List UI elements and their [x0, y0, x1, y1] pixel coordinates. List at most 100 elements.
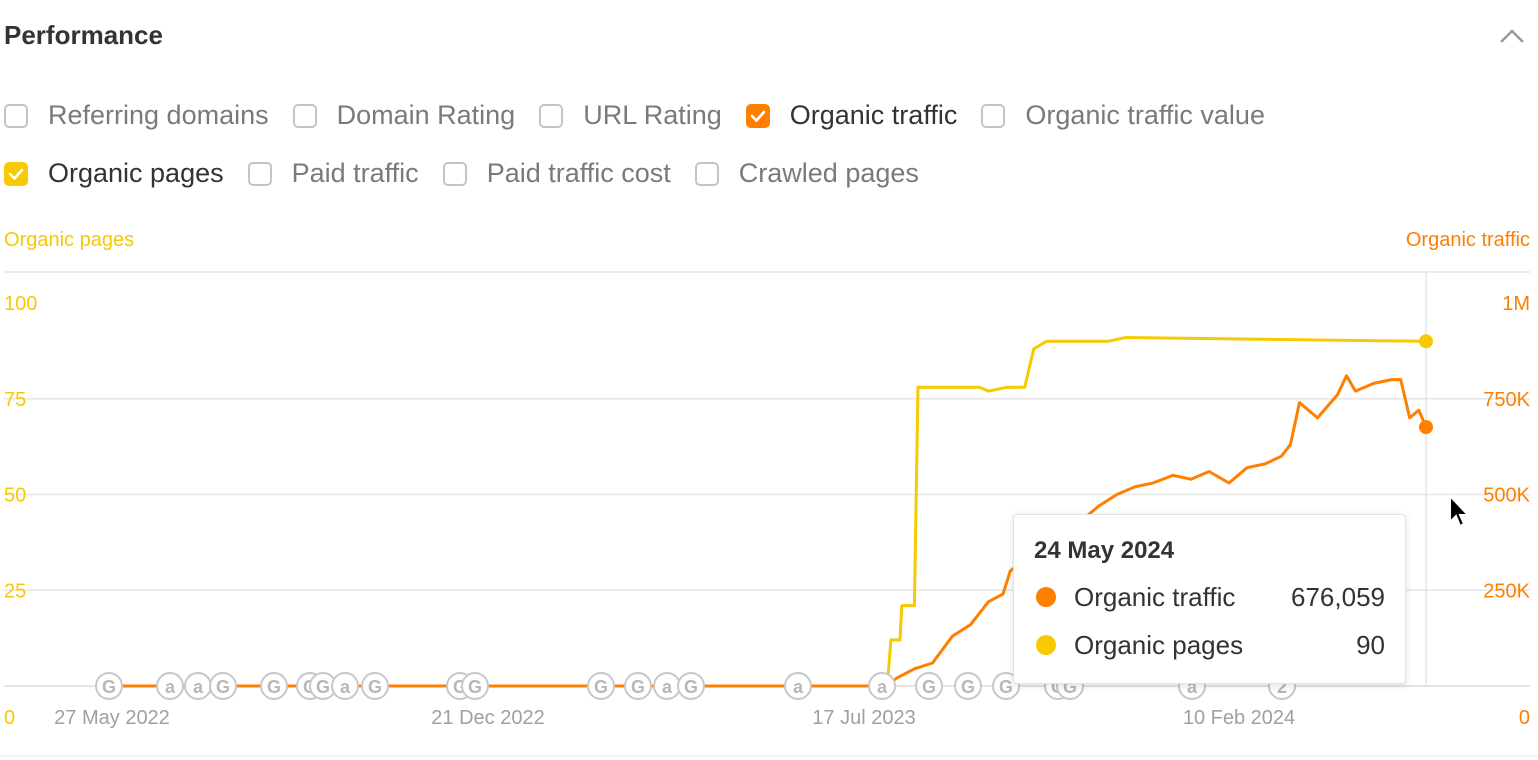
checkbox-label: Crawled pages — [738, 158, 919, 188]
event-marker-circle — [587, 672, 615, 700]
event-marker-label: G — [102, 677, 116, 697]
mouse-cursor-icon — [1449, 494, 1470, 528]
checkbox-url-rating[interactable]: URL Rating — [539, 100, 722, 131]
tooltip-row-organic-traffic: Organic traffic 676,059 — [1036, 582, 1385, 612]
checkbox-box[interactable] — [292, 103, 317, 128]
series-line-organic-traffic — [110, 374, 1428, 688]
left-tick-label: 50 — [4, 485, 26, 507]
event-marker-label: G — [961, 677, 975, 697]
right-axis-label: Organic traffic — [1406, 229, 1530, 251]
x-tick-label: 17 Jul 2023 — [812, 707, 915, 729]
checkbox-organic-traffic[interactable]: Organic traffic — [745, 100, 958, 131]
event-marker-circle — [677, 672, 705, 700]
event-marker[interactable]: G — [992, 672, 1020, 700]
event-marker-label: G — [368, 677, 382, 697]
event-marker-label: a — [340, 677, 351, 697]
left-tick-label: 75 — [4, 389, 26, 411]
checkbox-label: Paid traffic cost — [486, 158, 671, 188]
checkbox-box[interactable] — [981, 103, 1006, 128]
checkbox-paid-traffic-cost[interactable]: Paid traffic cost — [442, 158, 671, 189]
chevron-up-icon[interactable] — [1498, 22, 1526, 50]
checkbox-label: Domain Rating — [336, 100, 516, 130]
metric-checkboxes-row-2: Organic pages Paid traffic Paid traffic co… — [4, 158, 943, 189]
right-tick-label: 500K — [1483, 485, 1530, 507]
event-marker[interactable]: G — [461, 672, 489, 700]
checkbox-crawled-pages[interactable]: Crawled pages — [694, 158, 919, 189]
event-marker[interactable]: G — [361, 672, 389, 700]
right-tick-label: 250K — [1483, 580, 1530, 602]
left-tick-label: 0 — [4, 707, 15, 729]
event-marker[interactable]: a — [184, 672, 212, 700]
pages-dot — [1036, 635, 1056, 655]
event-marker-label: G — [999, 677, 1013, 697]
event-marker[interactable]: G — [587, 672, 615, 700]
series-endpoint-organic-pages[interactable] — [1419, 334, 1433, 349]
checkbox-box[interactable] — [4, 103, 28, 128]
event-marker-label: G — [316, 677, 330, 697]
x-tick-label: 27 May 2022 — [54, 707, 170, 729]
checkbox-organic-pages[interactable]: Organic pages — [4, 158, 224, 189]
checkbox-box[interactable] — [442, 161, 467, 186]
right-tick-label: 1M — [1502, 293, 1530, 315]
event-marker-label: a — [165, 677, 176, 697]
event-marker-circle — [992, 672, 1020, 700]
event-marker[interactable]: G — [260, 672, 288, 700]
event-marker-circle — [209, 672, 237, 700]
checkbox-box[interactable] — [694, 161, 719, 186]
checkbox-label: Organic traffic — [789, 100, 958, 130]
checkbox-label: Organic pages — [48, 158, 224, 188]
checkbox-label: Referring domains — [48, 100, 269, 130]
checkbox-box[interactable] — [247, 161, 272, 186]
checkmark-icon[interactable] — [4, 161, 28, 186]
series-endpoint-organic-traffic[interactable] — [1419, 420, 1433, 435]
event-marker[interactable]: a — [653, 672, 681, 700]
event-marker-label: G — [684, 677, 698, 697]
event-marker-label: a — [662, 677, 673, 697]
event-marker[interactable]: G — [677, 672, 705, 700]
event-marker[interactable]: G — [915, 672, 943, 700]
page-title: Performance — [4, 20, 163, 50]
event-marker-circle — [915, 672, 943, 700]
right-tick-label: 750K — [1483, 389, 1530, 411]
tooltip-name: Organic pages — [1074, 629, 1244, 660]
event-marker[interactable]: a — [156, 672, 184, 700]
event-marker-circle — [868, 672, 896, 700]
event-marker-label: 2 — [1277, 677, 1287, 697]
event-marker[interactable]: a — [331, 672, 359, 700]
checkbox-label: Organic traffic value — [1025, 100, 1265, 130]
x-tick-label: 10 Feb 2024 — [1183, 707, 1295, 729]
tooltip-value: 90 — [1356, 629, 1385, 660]
event-marker[interactable]: a — [784, 672, 812, 700]
tooltip-date: 24 May 2024 — [1034, 537, 1175, 564]
event-marker[interactable]: a — [868, 672, 896, 700]
right-tick-label: 0 — [1519, 707, 1530, 729]
checkbox-label: URL Rating — [583, 100, 722, 130]
event-marker-label: a — [877, 677, 888, 697]
tooltip-value: 676,059 — [1291, 581, 1385, 612]
checkbox-box[interactable] — [539, 103, 564, 128]
event-marker-label: G — [922, 677, 936, 697]
x-tick-label: 21 Dec 2022 — [431, 707, 544, 729]
event-marker-circle — [954, 672, 982, 700]
event-marker-circle — [784, 672, 812, 700]
checkbox-domain-rating[interactable]: Domain Rating — [292, 100, 516, 131]
tooltip-name: Organic traffic — [1074, 581, 1236, 612]
checkbox-paid-traffic[interactable]: Paid traffic — [247, 158, 419, 189]
checkmark-icon[interactable] — [745, 103, 770, 128]
checkbox-referring-domains[interactable]: Referring domains — [4, 100, 269, 131]
left-tick-label: 100 — [4, 293, 37, 315]
left-axis-label: Organic pages — [4, 229, 134, 251]
event-marker-circle — [361, 672, 389, 700]
traffic-dot — [1036, 587, 1056, 607]
chart-tooltip: 24 May 2024 Organic traffic 676,059 Orga… — [1013, 514, 1406, 684]
event-marker-label: G — [267, 677, 281, 697]
event-marker[interactable]: G — [624, 672, 652, 700]
event-marker[interactable]: G — [95, 672, 123, 700]
event-marker-label: G — [594, 677, 608, 697]
event-marker[interactable]: G — [309, 672, 337, 700]
event-marker[interactable]: G — [954, 672, 982, 700]
event-marker-label: G — [631, 677, 645, 697]
event-marker[interactable]: G — [209, 672, 237, 700]
checkbox-organic-traffic-value[interactable]: Organic traffic value — [981, 100, 1265, 131]
